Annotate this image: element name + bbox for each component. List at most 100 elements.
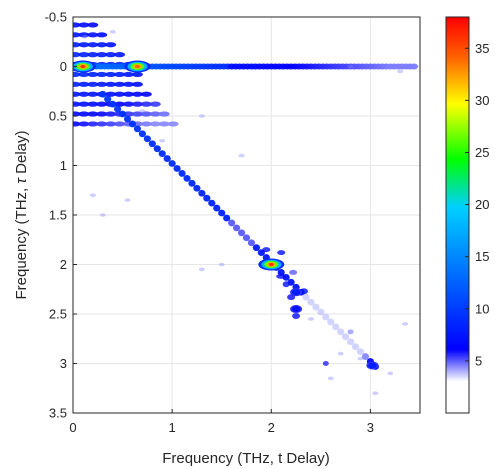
- cluster-blob: [87, 42, 99, 48]
- cluster-blob: [105, 52, 117, 58]
- background-speck: [337, 351, 344, 356]
- cluster-blob: [114, 101, 126, 107]
- cluster-blob: [96, 101, 108, 107]
- heatmap-marks: [73, 22, 419, 396]
- cluster-blob: [114, 121, 126, 127]
- cluster-blob: [73, 91, 81, 97]
- diagonal-blob: [213, 204, 221, 212]
- diagonal-blob: [356, 348, 365, 356]
- cluster-blob: [73, 111, 81, 117]
- colorbar-tick-label: 30: [475, 93, 489, 108]
- background-speck: [109, 30, 116, 34]
- x-tick-label: 3: [367, 420, 374, 435]
- peak-fringe: [289, 269, 298, 275]
- cluster-blob: [78, 101, 90, 107]
- cluster-blob: [114, 71, 126, 78]
- cluster-blob: [87, 91, 99, 97]
- cluster-blob: [96, 32, 108, 38]
- diagonal-blob: [133, 125, 142, 133]
- cluster-blob: [73, 71, 81, 78]
- peak-fringe: [282, 281, 290, 288]
- cluster-blob: [105, 91, 117, 97]
- cluster-blob: [78, 91, 90, 97]
- cluster-blob: [140, 121, 152, 127]
- background-speck: [218, 262, 225, 267]
- cluster-blob: [73, 101, 81, 107]
- cluster-blob: [96, 71, 108, 78]
- background-speck: [89, 193, 96, 197]
- cluster-blob: [149, 111, 161, 117]
- cluster-blob: [167, 121, 179, 127]
- cluster-blob: [73, 81, 81, 87]
- cluster-blob: [78, 52, 90, 58]
- diagonal-blob: [242, 234, 251, 242]
- cluster-blob: [114, 91, 126, 97]
- diagonal-blob: [237, 229, 246, 237]
- x-tick-label: 2: [268, 420, 275, 435]
- background-speck: [397, 69, 404, 74]
- cluster-blob: [73, 22, 81, 28]
- diagonal-blob: [148, 140, 156, 148]
- peak-fringe: [277, 250, 286, 256]
- cluster-blob: [140, 101, 152, 107]
- background-speck: [307, 317, 314, 321]
- colorbar-tick-label: 10: [475, 301, 489, 316]
- colorbar: 5 10 15 20 25 30 35: [445, 16, 489, 414]
- diagonal-blob: [153, 145, 161, 153]
- cluster-blob: [131, 91, 143, 97]
- diagonal-blob: [168, 160, 176, 167]
- diagonal-blob: [327, 318, 335, 326]
- diagonal-blob: [361, 353, 370, 360]
- peak-fringe: [322, 361, 329, 366]
- diagonal-blob: [228, 219, 236, 227]
- background-speck: [159, 138, 166, 143]
- peak-fringe: [262, 247, 271, 253]
- cluster-blob: [87, 52, 99, 58]
- diagonal-blob: [332, 323, 340, 331]
- cluster-blob: [87, 71, 99, 78]
- background-speck: [99, 213, 106, 217]
- background-speck: [402, 322, 409, 326]
- background-speck: [198, 114, 205, 118]
- diagonal-blob: [158, 150, 166, 158]
- y-tick-label: 1: [60, 158, 67, 173]
- y-axis-ticks: -0.5 0 0.5 1 1.5 2 2.5 3 3.5: [45, 10, 77, 421]
- diagonal-blob: [128, 120, 137, 128]
- diagonal-blob: [203, 194, 211, 202]
- cluster-blob: [105, 71, 117, 78]
- cluster-blob: [87, 111, 99, 117]
- cluster-blob: [78, 22, 90, 28]
- cluster-blob: [73, 121, 81, 127]
- diagonal-blob: [99, 90, 107, 98]
- colorbar-tick-label: 25: [475, 145, 489, 160]
- cluster-blob: [149, 101, 161, 107]
- cluster-blob: [78, 81, 90, 87]
- y-axis-label-suffix: Delay): [13, 130, 30, 178]
- grid: [73, 17, 420, 413]
- cluster-blob: [140, 91, 152, 97]
- cluster-blob: [123, 91, 135, 97]
- peak-fringe: [347, 329, 354, 335]
- y-tick-label: 1.5: [49, 208, 67, 223]
- background-speck: [238, 153, 245, 158]
- diagonal-blob: [118, 110, 127, 118]
- peak-mark: [368, 362, 377, 369]
- diagonal-blob: [232, 224, 241, 232]
- diagonal-blob: [247, 239, 256, 247]
- cluster-blob: [114, 81, 126, 87]
- background-speck: [124, 198, 131, 202]
- colorbar-tick-label: 20: [475, 197, 489, 212]
- cluster-blob: [158, 111, 170, 117]
- cluster-blob: [105, 42, 117, 48]
- colorbar-gradient: [445, 16, 470, 414]
- peak-mark: [80, 64, 86, 69]
- cluster-blob: [149, 121, 161, 127]
- diagonal-blob: [193, 184, 201, 192]
- band-blob: [410, 63, 419, 70]
- cluster-blob: [131, 111, 143, 117]
- cluster-blob: [96, 111, 108, 117]
- diagonal-blob: [337, 328, 345, 336]
- diagonal-blob: [173, 165, 181, 172]
- cluster-blob: [131, 71, 143, 78]
- x-axis-label: Frequency (THz, t Delay): [162, 450, 330, 467]
